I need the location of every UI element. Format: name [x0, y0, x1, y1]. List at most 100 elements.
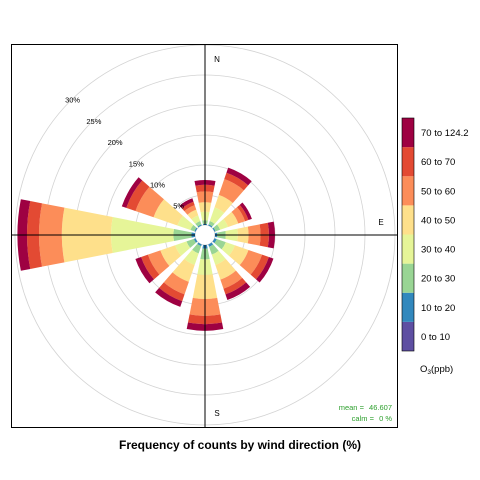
petal-30-bin-1	[208, 224, 213, 228]
petal-240-bin-7	[135, 257, 154, 284]
radial-tick-25: 25%	[86, 117, 101, 126]
legend-unit-main: O	[420, 364, 427, 375]
petal-150-bin-2	[209, 244, 219, 255]
petal-120-bin-6	[250, 254, 269, 280]
petal-150-bin-6	[223, 277, 247, 295]
legend-label-3: 30 to 40	[421, 245, 455, 256]
radial-tick-5: 5%	[173, 202, 184, 211]
stats-mean-value: 46.607	[369, 403, 392, 412]
petal-60-bin-3	[217, 218, 229, 230]
petal-30-bin-6	[224, 172, 249, 191]
direction-label-n: N	[214, 55, 220, 64]
legend-swatch-6	[402, 147, 414, 177]
direction-label-e: E	[378, 218, 383, 227]
petal-240-bin-2	[186, 238, 197, 248]
petal-120-bin-4	[228, 245, 249, 266]
petal-210-bin-6	[159, 282, 185, 302]
petal-60-bin-5	[231, 207, 246, 224]
petal-150-bin-3	[211, 250, 226, 265]
stats-mean-label: mean =	[339, 403, 365, 412]
legend-unit-tail: (ppb)	[431, 364, 453, 375]
legend-frame	[401, 117, 415, 352]
petal-330-bin-1	[197, 224, 202, 228]
radial-tick-30: 30%	[65, 96, 80, 105]
petal-120-bin-5	[239, 249, 263, 275]
legend-label-6: 60 to 70	[421, 157, 455, 168]
petal-120-bin-2	[214, 239, 226, 250]
direction-label-s: S	[214, 409, 219, 418]
plot-panel-border	[11, 44, 398, 428]
petal-330-bin-2	[195, 221, 202, 227]
petal-120-bin-3	[221, 242, 235, 256]
petal-30-bin-5	[218, 179, 244, 203]
legend-swatch-3	[402, 234, 414, 264]
stats-calm-value: 0 %	[379, 414, 392, 423]
petal-210-bin-4	[172, 258, 195, 282]
stats-mean: mean = 46.607	[339, 403, 392, 412]
petals	[17, 167, 275, 331]
compass-axes	[12, 45, 397, 427]
legend-unit-subscript: 3	[427, 369, 431, 376]
petal-60-bin-4	[223, 211, 239, 228]
petal-210-bin-5	[163, 272, 189, 295]
legend-label-5: 50 to 60	[421, 186, 455, 197]
petal-300-bin-1	[194, 227, 198, 232]
petal-330-bin-3	[191, 215, 201, 224]
petal-300-bin-6	[126, 180, 150, 212]
petal-150-bin-7	[225, 282, 251, 301]
petal-30-bin-2	[208, 221, 215, 227]
legend-swatch-2	[402, 263, 414, 293]
petal-240-bin-1	[193, 238, 198, 243]
legend-swatch-4	[402, 205, 414, 235]
legend-label-1: 10 to 20	[421, 303, 455, 314]
legend-swatch-1	[402, 292, 414, 322]
radial-tick-labels: 5% 10% 15% 20% 25% 30%	[65, 96, 184, 211]
petal-210-bin-2	[192, 243, 202, 254]
petal-120-bin-7	[256, 257, 274, 283]
petal-210-bin-3	[184, 249, 199, 265]
petal-60-bin-2	[213, 224, 221, 232]
chart-caption: Frequency of counts by wind direction (%…	[118, 438, 361, 452]
plot-area: 5% 10% 15% 20% 25% 30%	[12, 45, 397, 427]
petal-300-bin-7	[121, 177, 143, 208]
petal-60-bin-6	[237, 204, 249, 222]
legend-label-7: 70 to 124.2	[421, 128, 469, 139]
petal-240-bin-3	[175, 241, 191, 256]
legend-swatch-5	[402, 176, 414, 206]
legend-swatch-0	[402, 321, 414, 352]
legend: 0 to 10 10 to 20 20 to 30 30 to 40 40 to 50 5…	[401, 117, 469, 352]
petal-120-bin-1	[212, 238, 217, 244]
petal-60-bin-7	[239, 202, 252, 221]
petal-240-bin-4	[160, 245, 182, 266]
petal-210-bin-7	[155, 287, 183, 307]
petal-30-bin-4	[214, 194, 233, 213]
petal-300-bin-3	[177, 215, 194, 230]
petal-240-bin-5	[147, 250, 170, 275]
petal-60-bin-1	[212, 227, 216, 232]
legend-unit-label: O3(ppb)	[420, 364, 453, 376]
petal-300-bin-2	[190, 224, 197, 232]
legend-label-4: 40 to 50	[421, 215, 455, 226]
legend-label-0: 0 to 10	[421, 332, 450, 343]
petal-330-bin-5	[184, 205, 197, 215]
petal-150-bin-1	[208, 242, 214, 247]
petal-330-bin-6	[181, 201, 195, 212]
radial-tick-15: 15%	[129, 159, 144, 168]
legend-label-2: 20 to 30	[421, 274, 455, 285]
stats-calm-label: calm =	[352, 414, 375, 423]
petal-300-bin-5	[135, 186, 164, 218]
legend-swatch-7	[402, 118, 414, 148]
radial-tick-10: 10%	[150, 181, 165, 190]
petal-330-bin-4	[187, 209, 199, 220]
petal-30-bin-3	[209, 207, 225, 224]
petal-30-bin-7	[226, 167, 252, 186]
petal-240-bin-6	[141, 254, 160, 280]
grid-circle-inner	[194, 224, 216, 246]
petal-150-bin-5	[220, 270, 243, 289]
petal-150-bin-4	[215, 258, 236, 280]
petal-330-bin-7	[179, 198, 194, 209]
petal-300-bin-4	[153, 199, 183, 226]
stats-calm: calm = 0 %	[352, 414, 393, 423]
radial-tick-20: 20%	[108, 138, 123, 147]
